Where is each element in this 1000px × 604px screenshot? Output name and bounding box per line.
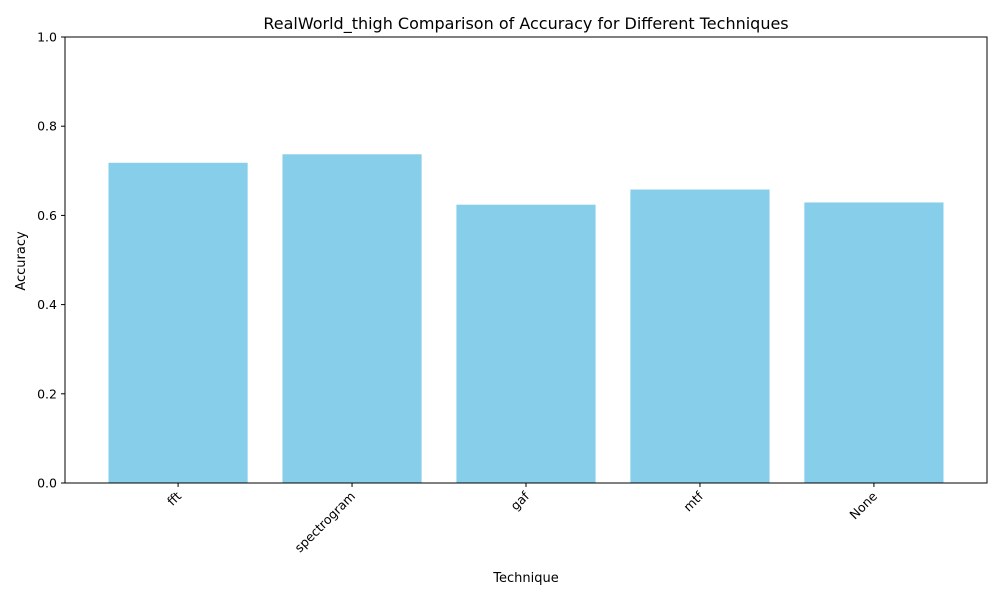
y-tick-label: 0.0: [37, 476, 57, 491]
y-tick-label: 1.0: [37, 30, 57, 45]
bar-spectrogram: [282, 154, 422, 483]
x-tick-label: mtf: [680, 488, 706, 514]
x-axis-label: Technique: [492, 571, 558, 586]
y-tick-label: 0.8: [37, 119, 57, 134]
x-tick-label: gaf: [507, 488, 532, 513]
x-axis: fft spectrogram gaf mtf None: [164, 483, 880, 555]
x-tick-label: fft: [164, 488, 184, 508]
y-axis: 0.0 0.2 0.4 0.6 0.8 1.0: [37, 30, 65, 491]
x-tick-label: spectrogram: [291, 489, 358, 556]
bar-mtf: [630, 189, 770, 484]
chart-title: RealWorld_thigh Comparison of Accuracy f…: [263, 14, 788, 34]
bars-layer: [108, 154, 944, 484]
y-axis-label: Accuracy: [14, 231, 29, 291]
y-tick-label: 0.2: [37, 386, 57, 401]
y-tick-label: 0.4: [37, 297, 57, 312]
bar-none: [804, 202, 944, 483]
x-tick-label: None: [846, 488, 880, 522]
y-tick-label: 0.6: [37, 208, 57, 223]
bar-gaf: [456, 204, 596, 484]
bar-fft: [108, 162, 248, 483]
